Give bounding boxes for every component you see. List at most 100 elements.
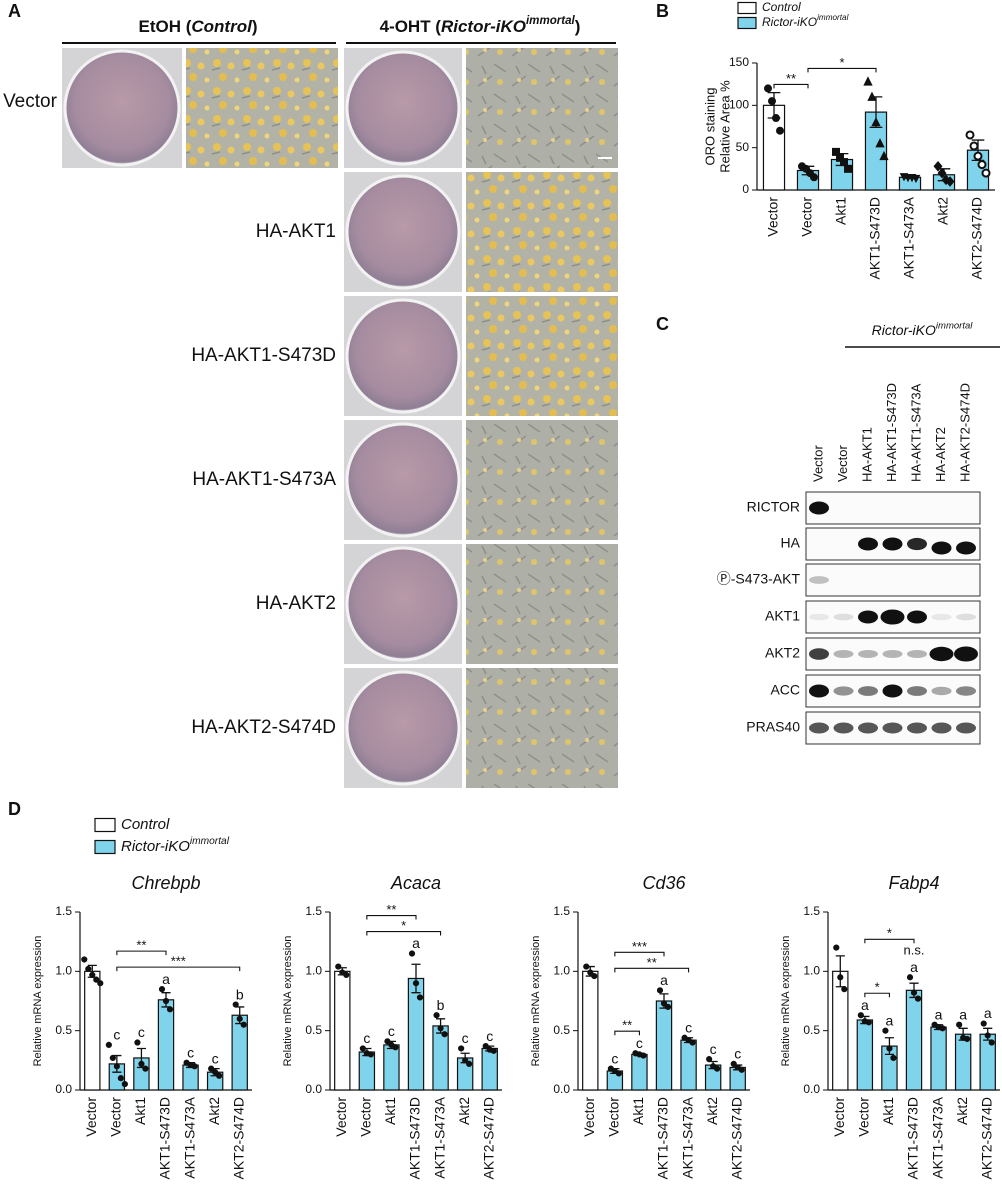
dish xyxy=(345,546,461,662)
y-tick-label: 1.5 xyxy=(553,904,570,918)
significance-bracket xyxy=(614,967,690,973)
row-label: Vector xyxy=(3,91,58,112)
data-point xyxy=(844,164,852,173)
data-point xyxy=(689,1039,696,1046)
blot-band xyxy=(882,649,903,659)
data-point xyxy=(433,1012,440,1019)
lane-label: HA-AKT2 xyxy=(933,427,948,482)
data-point xyxy=(882,1027,889,1034)
data-point xyxy=(714,1065,721,1072)
micrograph xyxy=(466,172,618,292)
x-tick-label: Akt2 xyxy=(935,197,951,225)
y-tick-label: 0.0 xyxy=(553,1082,570,1096)
data-point xyxy=(910,989,918,996)
data-point xyxy=(121,1080,128,1088)
data-point xyxy=(236,1015,243,1022)
data-point xyxy=(863,76,873,86)
y-axis-label: ORO staining xyxy=(702,87,717,165)
significance-bracket xyxy=(614,1030,640,1036)
data-point xyxy=(466,1060,473,1067)
dish xyxy=(345,422,461,538)
lane-label: Vector xyxy=(835,444,850,482)
y-tick-label: 1.0 xyxy=(55,964,72,978)
y-tick-label: 0.5 xyxy=(305,1023,322,1037)
lane-label: HA-AKT2-S474D xyxy=(957,383,972,482)
row-label: HA-AKT1-S473D xyxy=(191,345,336,366)
data-point xyxy=(615,1070,622,1077)
bar xyxy=(481,1047,498,1091)
blot-band xyxy=(858,686,878,696)
data-point xyxy=(956,1021,963,1028)
blot-band xyxy=(882,537,903,551)
y-axis-label: Relative mRNA expression xyxy=(282,936,294,1067)
data-point xyxy=(969,141,979,151)
data-point xyxy=(833,944,840,951)
legend-label: Control xyxy=(121,816,170,833)
x-tick-label: AKT1-S473A xyxy=(679,1096,695,1178)
data-point xyxy=(462,1057,469,1064)
data-point xyxy=(482,1042,489,1050)
blot-row-label: PRAS40 xyxy=(746,719,800,735)
data-point xyxy=(965,130,975,140)
group-letter: c xyxy=(734,1046,741,1062)
data-point xyxy=(980,1020,987,1027)
bar xyxy=(905,989,923,1091)
column-header-part: immortal xyxy=(526,15,576,27)
bar xyxy=(84,970,101,1091)
group-letter: a xyxy=(959,1006,967,1022)
x-tick-label: Akt1 xyxy=(880,1097,896,1125)
blot-row-label: ACC xyxy=(770,682,800,698)
blot-header-part: immortal xyxy=(936,320,973,331)
data-point xyxy=(458,1045,465,1052)
blot-band xyxy=(954,646,978,662)
significance-label: *** xyxy=(171,954,186,969)
blot-header-part: Rictor-iKO xyxy=(872,322,936,338)
x-tick-label: Vector xyxy=(83,1097,99,1137)
blot-band xyxy=(956,686,976,696)
data-point xyxy=(984,1032,991,1039)
data-point xyxy=(764,84,772,93)
x-tick-label: AKT2-S474D xyxy=(969,197,985,279)
x-tick-label: Vector xyxy=(358,1097,374,1137)
blot-band xyxy=(907,686,927,696)
blot-band xyxy=(880,609,905,625)
blot-band xyxy=(907,722,927,734)
y-tick-label: 1.0 xyxy=(803,964,820,978)
data-point xyxy=(191,1063,198,1070)
data-point xyxy=(81,956,88,963)
x-tick-label: AKT1-S473A xyxy=(431,1096,447,1178)
x-tick-label: AKT2-S474D xyxy=(978,1097,994,1179)
blot-band xyxy=(809,501,829,515)
group-letter: a xyxy=(935,1006,943,1022)
blot-band xyxy=(956,722,976,734)
data-point xyxy=(134,1039,141,1046)
data-point xyxy=(875,138,885,148)
x-tick-label: Vector xyxy=(108,1097,124,1137)
data-point xyxy=(664,1003,672,1011)
x-tick-label: AKT2-S474D xyxy=(480,1097,496,1179)
group-letter: a xyxy=(412,935,420,951)
column-header-part: 4-OHT ( xyxy=(380,17,442,36)
micrograph xyxy=(466,420,618,540)
data-point xyxy=(656,987,664,994)
legend-label-part: Control xyxy=(762,0,801,14)
blot-band xyxy=(833,649,854,659)
significance-bracket xyxy=(366,914,417,920)
row-label: HA-AKT2 xyxy=(256,593,336,614)
x-tick-label: Vector xyxy=(333,1097,349,1137)
significance-label: ** xyxy=(622,1018,632,1033)
group-letter: c xyxy=(363,1030,370,1046)
y-tick-label: 1.5 xyxy=(305,904,322,918)
data-point xyxy=(416,994,424,1001)
data-point xyxy=(85,965,92,973)
blot-band xyxy=(931,541,952,555)
chart-title: Acaca xyxy=(390,873,441,893)
significance-bracket xyxy=(116,966,241,972)
group-letter: a xyxy=(660,972,668,988)
data-point xyxy=(640,1052,647,1059)
data-point xyxy=(359,1045,366,1052)
micrograph xyxy=(466,296,618,416)
data-point xyxy=(162,997,170,1005)
y-tick-label: 1.5 xyxy=(803,904,820,918)
data-point xyxy=(865,1019,872,1026)
